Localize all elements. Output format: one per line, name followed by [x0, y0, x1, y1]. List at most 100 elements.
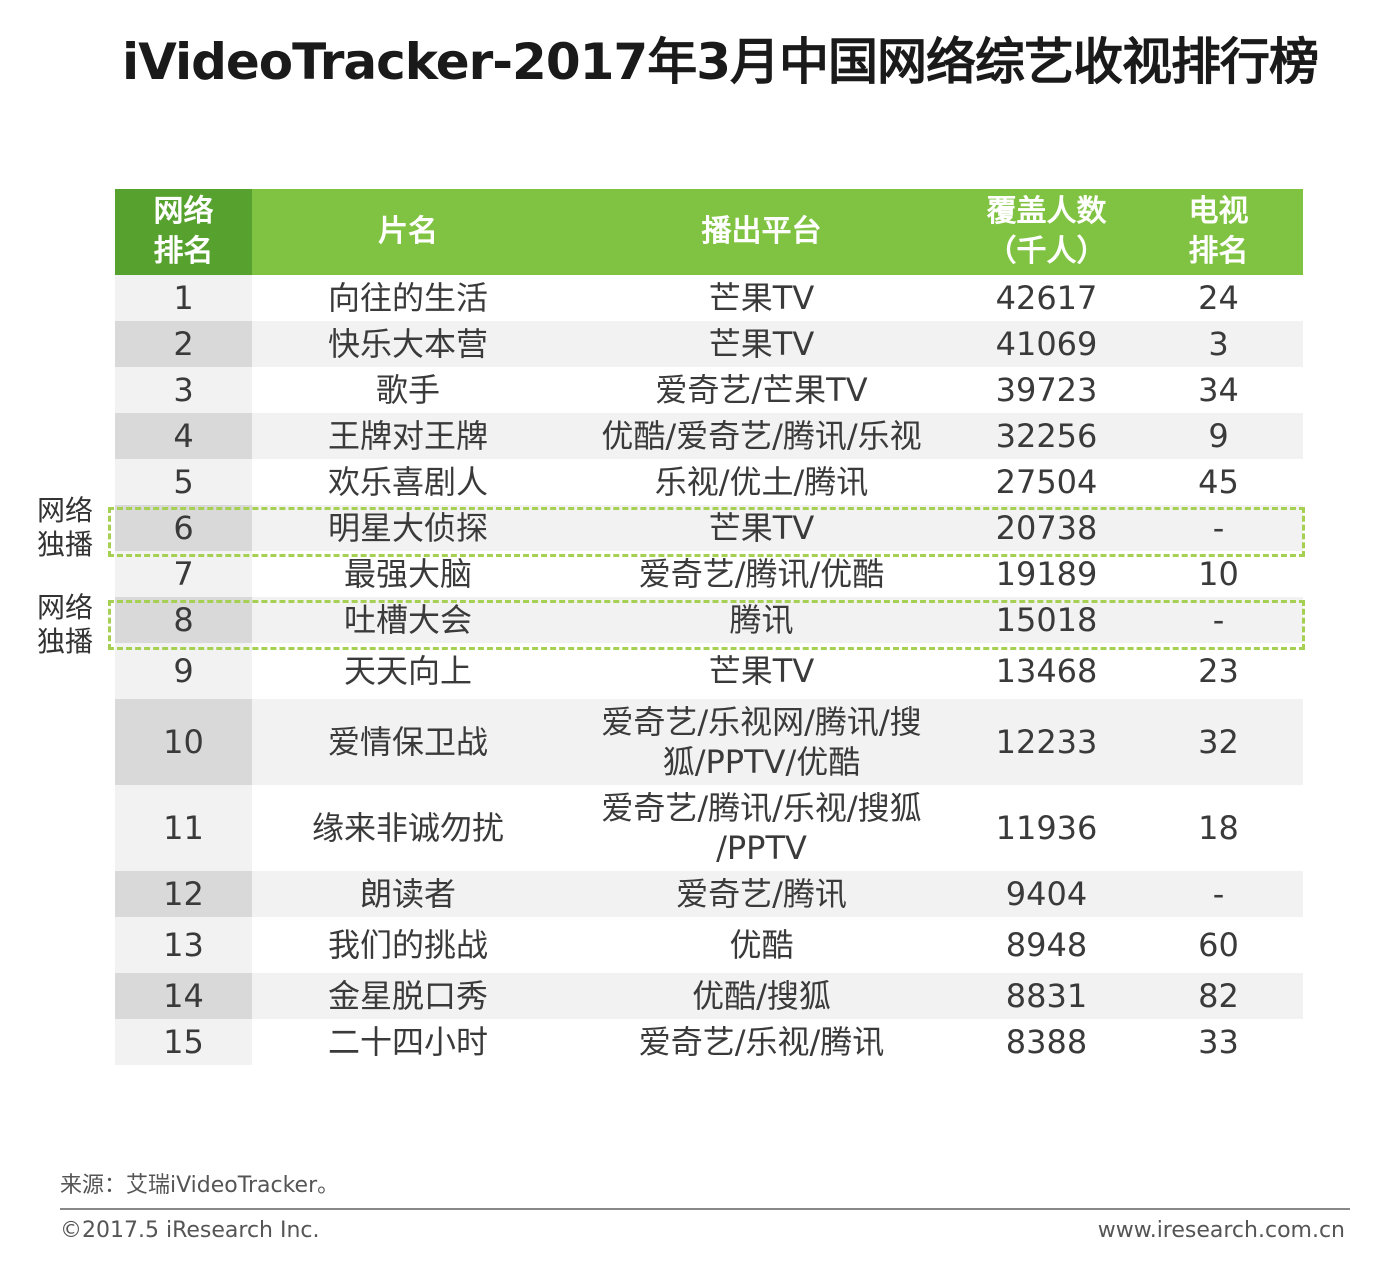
cell-coverage: 20738 — [959, 505, 1134, 551]
cell-rank: 5 — [115, 459, 252, 505]
platform-line: 芒果TV — [708, 509, 815, 547]
table-row: 14 金星脱口秀 优酷/搜狐 8831 82 — [115, 973, 1303, 1019]
cell-tv-rank: 82 — [1134, 973, 1303, 1019]
cell-name: 金星脱口秀 — [252, 973, 564, 1019]
cell-name: 歌手 — [375, 371, 440, 409]
ranking-table: 网络 排名 片名 播出平台 覆盖人数 （千人） 电视 排名 1 向往的生活 芒果TV… — [115, 189, 1303, 1065]
cell-platform: 爱奇艺/腾讯/乐视/搜狐/PPTV — [564, 785, 959, 871]
header-name: 片名 — [252, 189, 564, 275]
platform-line: /PPTV — [716, 829, 807, 867]
source-note: 来源：艾瑞iVideoTracker。 — [60, 1173, 340, 1198]
table-row: 5 欢乐喜剧人 乐视/优土/腾讯 27504 45 — [115, 459, 1303, 505]
cell-name: 向往的生活 — [327, 279, 488, 317]
cell-rank: 2 — [115, 321, 252, 367]
table-body: 1 向往的生活 芒果TV 42617 24 2 快乐大本营 芒果TV 41069 3 3 歌手 爱奇艺/… — [115, 275, 1303, 1065]
cell-platform: 优酷/爱奇艺/腾讯/乐视 — [564, 413, 959, 459]
header-tv-rank: 电视 排名 — [1134, 189, 1303, 275]
page-title: iVideoTracker-2017年3月中国网络综艺收视排行榜 — [122, 33, 1319, 91]
platform-line: 爱奇艺/腾讯/优酷 — [638, 555, 885, 593]
exclusive-label-line2: 独播 — [36, 625, 93, 658]
cell-coverage: 41069 — [959, 321, 1134, 367]
cell-platform: 爱奇艺/腾讯/优酷 — [564, 551, 959, 597]
table-row: 13 我们的挑战 优酷 8948 60 — [115, 917, 1303, 973]
cell-platform: 芒果TV — [564, 505, 959, 551]
header-tv-rank-line1: 电视 — [1188, 194, 1249, 229]
website-link[interactable]: www.iresearch.com.cn — [1097, 1218, 1345, 1243]
cell-tv-rank: 23 — [1198, 652, 1239, 690]
platform-line: 爱奇艺/芒果TV — [655, 371, 868, 409]
cell-tv-rank: 60 — [1198, 926, 1239, 964]
platform-line: 爱奇艺/乐视网/腾讯/搜 — [601, 703, 922, 741]
exclusive-label-6: 网络 独播 — [30, 494, 100, 562]
cell-tv-rank: 33 — [1198, 1023, 1239, 1061]
platform-line: 优酷/爱奇艺/腾讯/乐视 — [601, 417, 922, 455]
platform-line: 爱奇艺/乐视/腾讯 — [638, 1023, 885, 1061]
cell-rank: 14 — [115, 973, 252, 1019]
exclusive-label-line1: 网络 — [36, 591, 93, 624]
cell-tv-rank: 18 — [1198, 809, 1239, 847]
cell-name: 爱情保卫战 — [252, 699, 564, 785]
platform-line: 腾讯 — [729, 601, 794, 639]
cell-coverage: 39723 — [995, 371, 1098, 409]
platform-line: 芒果TV — [708, 279, 815, 317]
cell-tv-rank: 32 — [1134, 699, 1303, 785]
cell-coverage: 27504 — [995, 463, 1098, 501]
cell-tv-rank: 3 — [1134, 321, 1303, 367]
cell-rank: 10 — [115, 699, 252, 785]
table-row: 15 二十四小时 爱奇艺/乐视/腾讯 8388 33 — [115, 1019, 1303, 1065]
cell-tv-rank: 9 — [1134, 413, 1303, 459]
cell-rank: 9 — [115, 643, 252, 699]
cell-tv-rank: 45 — [1198, 463, 1239, 501]
cell-rank: 11 — [115, 785, 252, 871]
cell-name: 吐槽大会 — [252, 597, 564, 643]
cell-name: 快乐大本营 — [252, 321, 564, 367]
platform-line: 爱奇艺/腾讯/乐视/搜狐 — [601, 789, 922, 827]
cell-coverage: 9404 — [959, 871, 1134, 917]
cell-rank: 13 — [115, 917, 252, 973]
exclusive-label-8: 网络 独播 — [30, 591, 100, 659]
table-row: 10 爱情保卫战 爱奇艺/乐视网/腾讯/搜 狐/PPTV/优酷 12233 32 — [115, 699, 1303, 785]
platform-line: 优酷/搜狐 — [692, 977, 831, 1015]
cell-coverage: 8388 — [1005, 1023, 1088, 1061]
cell-tv-rank: 24 — [1198, 279, 1239, 317]
cell-rank: 7 — [115, 551, 252, 597]
platform-line: 芒果TV — [708, 325, 815, 363]
table-row: 3 歌手 爱奇艺/芒果TV 39723 34 — [115, 367, 1303, 413]
cell-name: 二十四小时 — [327, 1023, 488, 1061]
cell-platform: 爱奇艺/乐视/腾讯 — [564, 1019, 959, 1065]
cell-name: 朗读者 — [252, 871, 564, 917]
cell-coverage: 32256 — [959, 413, 1134, 459]
header-coverage-line2: （千人） — [986, 234, 1107, 269]
cell-platform: 芒果TV — [564, 275, 959, 321]
cell-name: 天天向上 — [343, 652, 472, 690]
exclusive-label-line2: 独播 — [36, 528, 93, 561]
table-row: 7 最强大脑 爱奇艺/腾讯/优酷 19189 10 — [115, 551, 1303, 597]
cell-platform: 优酷/搜狐 — [564, 973, 959, 1019]
cell-name: 明星大侦探 — [252, 505, 564, 551]
header-rank-line1: 网络 — [153, 194, 214, 229]
cell-platform: 芒果TV — [564, 643, 959, 699]
cell-rank: 12 — [115, 871, 252, 917]
cell-name: 缘来非诚勿扰 — [311, 809, 504, 847]
header-coverage: 覆盖人数 （千人） — [959, 189, 1134, 275]
table-row: 4 王牌对王牌 优酷/爱奇艺/腾讯/乐视 32256 9 — [115, 413, 1303, 459]
header-coverage-line1: 覆盖人数 — [986, 194, 1107, 229]
cell-platform: 爱奇艺/腾讯 — [564, 871, 959, 917]
cell-coverage: 11936 — [995, 809, 1098, 847]
cell-rank: 3 — [115, 367, 252, 413]
table-header-row: 网络 排名 片名 播出平台 覆盖人数 （千人） 电视 排名 — [115, 189, 1303, 275]
footer-divider — [60, 1208, 1350, 1210]
header-tv-rank-line2: 排名 — [1188, 234, 1249, 269]
platform-line: 爱奇艺/腾讯 — [676, 875, 847, 913]
cell-platform: 乐视/优土/腾讯 — [564, 459, 959, 505]
table-row: 2 快乐大本营 芒果TV 41069 3 — [115, 321, 1303, 367]
table-row: 8 吐槽大会 腾讯 15018- — [115, 597, 1303, 643]
table-row: 9 天天向上 芒果TV 13468 23 — [115, 643, 1303, 699]
cell-coverage: 13468 — [995, 652, 1098, 690]
cell-tv-rank: - — [1134, 871, 1303, 917]
cell-coverage: 19189 — [995, 555, 1098, 593]
cell-coverage: 12233 — [959, 699, 1134, 785]
cell-rank: 1 — [115, 275, 252, 321]
header-rank: 网络 排名 — [115, 189, 252, 275]
cell-coverage: 42617 — [995, 279, 1098, 317]
